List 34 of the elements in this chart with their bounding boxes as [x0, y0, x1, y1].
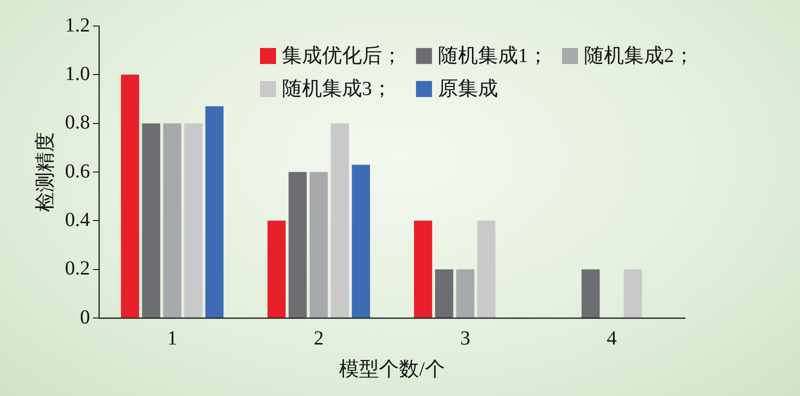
x-tick-label: 3 [460, 327, 470, 350]
x-tick-label: 4 [606, 327, 617, 350]
bar [120, 74, 140, 318]
bar [456, 269, 474, 318]
bar [288, 172, 307, 318]
y-axis-title: 检测精度 [34, 132, 56, 212]
bar [435, 269, 454, 318]
bar [414, 220, 432, 318]
y-tick-label: 0.4 [65, 208, 90, 231]
bar [205, 106, 224, 318]
x-tick-label: 2 [314, 327, 324, 350]
legend-label: 随机集成1； [438, 44, 548, 69]
bar [163, 123, 182, 318]
y-tick-label: 1.0 [65, 62, 90, 85]
x-axis-title: 模型个数/个 [339, 358, 445, 380]
y-tick-label: 1.2 [65, 14, 90, 36]
bar [352, 164, 370, 318]
bar [330, 123, 349, 318]
bar [184, 123, 202, 318]
bar [624, 269, 642, 318]
bar [582, 269, 600, 318]
x-tick-label: 1 [167, 327, 178, 350]
bar [477, 220, 496, 318]
legend-label: 随机集成2； [584, 44, 694, 69]
legend-label: 集成优化后； [282, 44, 402, 69]
y-tick-label: 0.6 [65, 160, 90, 182]
legend-label: 随机集成3； [282, 77, 392, 102]
bar [310, 172, 328, 318]
bar [267, 220, 286, 318]
legend-label: 原集成 [438, 77, 498, 102]
y-tick-label: 0.8 [65, 112, 90, 134]
y-tick-label: 0.2 [65, 258, 90, 280]
bar [142, 123, 160, 318]
y-tick-label: 0 [80, 306, 90, 328]
